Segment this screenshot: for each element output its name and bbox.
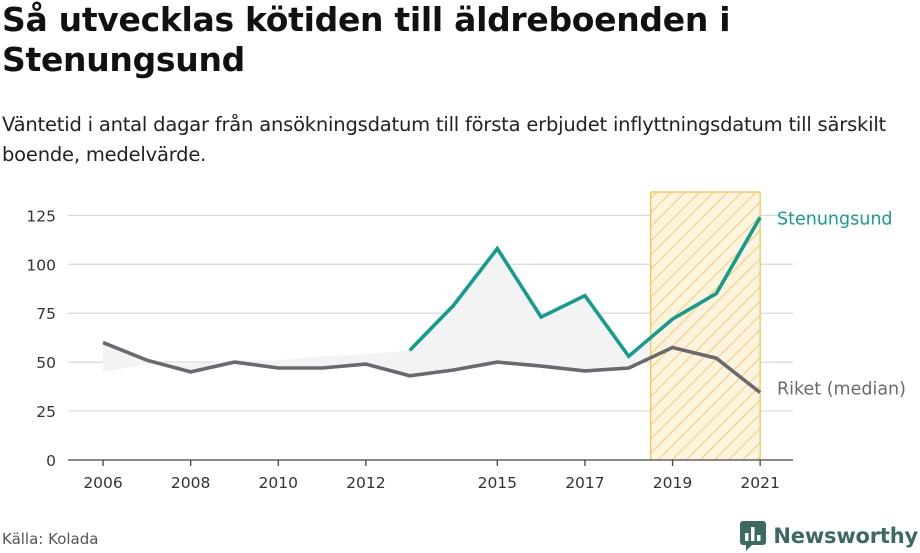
brand-name: Newsworthy xyxy=(773,524,918,548)
x-tick-label: 2019 xyxy=(653,474,692,492)
x-tick-label: 2015 xyxy=(478,474,517,492)
y-tick-label: 75 xyxy=(36,305,56,323)
highlight-region xyxy=(650,192,761,460)
y-tick-label: 0 xyxy=(46,452,56,470)
range-band xyxy=(103,217,761,393)
series-label-stenungsund: Stenungsund xyxy=(777,209,893,229)
series-label-riket: Riket (median) xyxy=(777,379,906,399)
brand-logo: Newsworthy xyxy=(740,519,918,553)
y-tick-label: 100 xyxy=(26,256,56,274)
x-tick-label: 2021 xyxy=(740,474,779,492)
newsworthy-logo-icon xyxy=(740,521,767,551)
x-tick-label: 2006 xyxy=(83,474,122,492)
x-tick-label: 2017 xyxy=(565,474,604,492)
y-tick-label: 50 xyxy=(36,354,56,372)
source-label: Källa: Kolada xyxy=(2,530,99,548)
y-tick-label: 125 xyxy=(26,207,56,225)
series-line-stenungsund xyxy=(408,216,762,359)
chart-title: Så utvecklas kötiden till äldreboenden i… xyxy=(2,0,731,79)
x-tick-label: 2010 xyxy=(259,474,298,492)
chart-subtitle: Väntetid i antal dagar från ansökningsda… xyxy=(2,113,886,166)
y-tick-label: 25 xyxy=(36,403,56,421)
x-tick-label: 2012 xyxy=(346,474,385,492)
series-line-riket xyxy=(102,340,762,394)
x-tick-label: 2008 xyxy=(171,474,210,492)
